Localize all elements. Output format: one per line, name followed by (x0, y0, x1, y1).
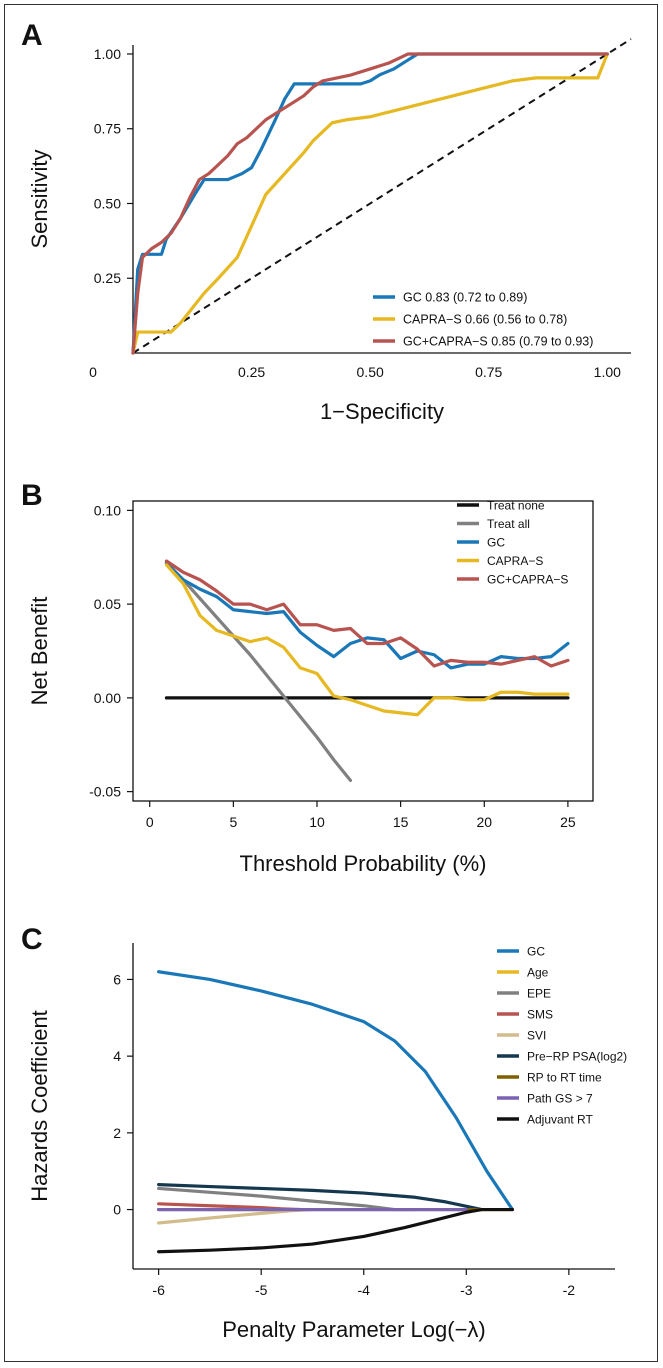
y-tick-label: 0.50 (94, 195, 121, 211)
plot-frame-b (132, 500, 594, 802)
x-axis-title: 1−Specificity (320, 399, 444, 424)
legend-a: GC 0.83 (0.72 to 0.89) CAPRA−S 0.66 (0.56… (373, 291, 593, 349)
roc-plot: 0.25 0.50 0.75 1.00 0 0.25 0.50 0.75 1.00 1−Speci… (27, 38, 632, 424)
x-tick-label: 5 (229, 814, 237, 830)
series-line-capra-s-0-66-0-56-to-0-78 (131, 52, 609, 355)
x-tick-label: 0.25 (238, 364, 265, 380)
x-tick-label: 0.75 (475, 364, 502, 380)
panel-b: B -0.05 0.00 0.05 0.10 0 5 10 15 20 25 Threshold P… (21, 479, 594, 876)
series-line-capra-s (164, 563, 570, 717)
y-tick-label: 0 (113, 1202, 121, 1218)
y-tick-label: 0.10 (94, 502, 121, 518)
legend-entry-label: GC 0.83 (0.72 to 0.89) (403, 291, 527, 305)
series-line-pre-rp-psa-log2 (157, 1183, 484, 1212)
legend-entry-label: GC (487, 536, 505, 550)
series-line-gc-capra-s (164, 559, 570, 668)
chance-diagonal-line (132, 38, 632, 354)
legend-entry-label: SVI (527, 1029, 546, 1043)
series-line-svi (157, 1207, 315, 1225)
panel-a: A 0.25 0.50 0.75 1.00 0 0.25 0.50 0.75 1.00 1−Spe… (21, 19, 632, 424)
y-tick-label: 2 (113, 1125, 121, 1141)
legend-entry-label: RP to RT time (527, 1071, 602, 1085)
legend-entry-label: GC+CAPRA−S (487, 573, 568, 587)
panel-letter-a: A (21, 19, 43, 52)
x-tick-label: -5 (255, 1282, 268, 1298)
legend-entry-label: Pre−RP PSA(log2) (527, 1050, 627, 1064)
legend-entry-label: Treat all (487, 517, 530, 531)
legend-entry-label: CAPRA−S (487, 554, 543, 568)
y-tick-label: 0.75 (94, 121, 121, 137)
x-tick-label: 1.00 (594, 364, 621, 380)
y-tick-label: 0.25 (94, 270, 121, 286)
lasso-coefficient-plot: 0 2 4 6 -6 -5 -4 -3 -2 Penalty Parameter Log(−λ) H… (27, 943, 627, 1342)
y-axis-title: Net Benefit (27, 597, 52, 706)
x-tick-label: -3 (460, 1282, 473, 1298)
legend-entry-label: Age (527, 966, 549, 980)
series-line-gc (157, 970, 515, 1212)
legend-entry-label: CAPRA−S 0.66 (0.56 to 0.78) (403, 313, 567, 327)
x-tick-label: 0 (89, 364, 97, 380)
y-tick-label: -0.05 (89, 784, 121, 800)
x-tick-label: 0 (146, 814, 154, 830)
legend-entry-label: Path GS > 7 (527, 1092, 593, 1106)
series-line-gc (164, 561, 570, 670)
panel-letter-c: C (21, 923, 43, 956)
y-tick-label: 6 (113, 971, 121, 987)
x-tick-label: 15 (393, 814, 409, 830)
y-tick-label: 1.00 (94, 46, 121, 62)
legend-entry-label: GC (527, 945, 545, 959)
x-tick-label: -6 (152, 1282, 165, 1298)
y-tick-label: 0.00 (94, 690, 121, 706)
legend-entry-label: EPE (527, 987, 551, 1001)
legend-entry-label: Adjuvant RT (527, 1113, 593, 1127)
legend-b: Treat none Treat all GC CAPRA−S GC+CAPRA−S (457, 499, 568, 587)
decision-curve-plot: -0.05 0.00 0.05 0.10 0 5 10 15 20 25 Threshold Pro… (27, 499, 594, 876)
panel-c: C 0 2 4 6 -6 -5 -4 -3 -2 Penalty Parameter Log(−λ… (21, 923, 627, 1342)
y-axis-title: Sensitivity (27, 149, 52, 248)
x-tick-label: 0.50 (357, 364, 384, 380)
series-line-treat-all (164, 561, 353, 782)
y-tick-label: 4 (113, 1048, 121, 1064)
x-axis-title: Threshold Probability (%) (240, 851, 487, 876)
figure-canvas: A 0.25 0.50 0.75 1.00 0 0.25 0.50 0.75 1.00 1−Spe… (21, 19, 632, 1342)
x-tick-label: 25 (560, 814, 576, 830)
x-tick-label: 10 (309, 814, 325, 830)
series-line-adjuvant-rt (157, 1207, 515, 1254)
legend-entry-label: SMS (527, 1008, 553, 1022)
legend-entry-label: Treat none (487, 499, 545, 513)
series-line-gc-capra-s-0-85-0-79-to-0-93 (131, 52, 609, 355)
figure-frame: A 0.25 0.50 0.75 1.00 0 0.25 0.50 0.75 1.00 1−Spe… (4, 4, 658, 1362)
y-axis-title: Hazards Coefficient (27, 1010, 52, 1202)
y-tick-label: 0.05 (94, 596, 121, 612)
x-tick-label: 20 (476, 814, 492, 830)
x-tick-label: -2 (563, 1282, 576, 1298)
x-axis-title: Penalty Parameter Log(−λ) (222, 1317, 486, 1342)
legend-entry-label: GC+CAPRA−S 0.85 (0.79 to 0.93) (403, 335, 593, 349)
legend-c: GC Age EPE SMS SVI Pre−RP PSA(log2) RP to RT t… (497, 945, 627, 1127)
x-tick-label: -4 (358, 1282, 371, 1298)
panel-letter-b: B (21, 479, 43, 512)
